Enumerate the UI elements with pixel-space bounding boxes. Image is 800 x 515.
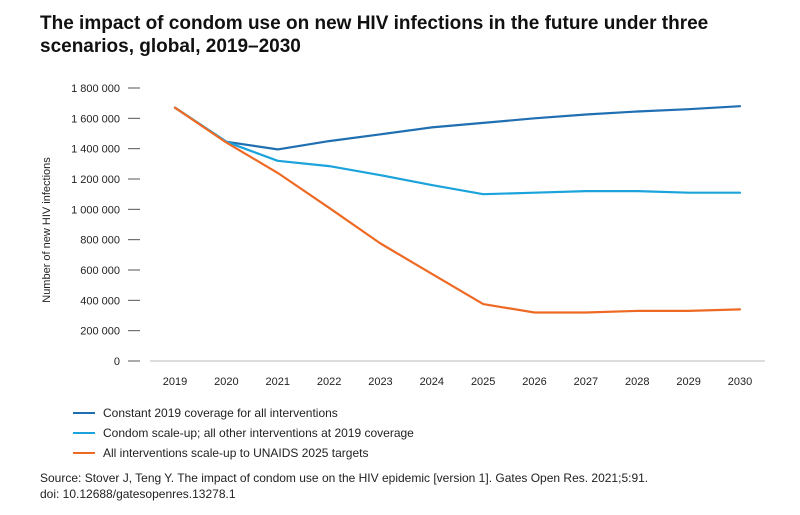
x-tick-label: 2019 bbox=[163, 376, 187, 388]
legend-label: All interventions scale-up to UNAIDS 202… bbox=[103, 446, 369, 460]
legend-swatch bbox=[73, 452, 95, 454]
x-tick-label: 2022 bbox=[317, 376, 341, 388]
y-axis: 0 200 000 400 000 600 000 800 000 1 000 000 1 … bbox=[71, 83, 140, 368]
y-tick-label: 200 000 bbox=[80, 326, 120, 338]
source-citation: Source: Stover J, Teng Y. The impact of … bbox=[40, 471, 649, 485]
y-tick-label: 1 800 000 bbox=[71, 83, 120, 95]
x-tick-label: 2027 bbox=[574, 376, 598, 388]
y-tick-label: 1 400 000 bbox=[71, 144, 120, 156]
legend-item: All interventions scale-up to UNAIDS 202… bbox=[73, 443, 414, 463]
y-axis-label: Number of new HIV infections bbox=[41, 157, 53, 303]
series-lines bbox=[173, 105, 742, 314]
y-tick-label: 1 200 000 bbox=[71, 174, 120, 186]
x-tick-label: 2028 bbox=[625, 376, 649, 388]
x-axis: 2019 2020 2021 2022 2023 2024 2025 2026 2027 2028… bbox=[150, 360, 765, 388]
y-tick-label: 1 000 000 bbox=[71, 204, 120, 216]
series-line bbox=[173, 106, 742, 314]
series-line bbox=[173, 105, 742, 151]
x-tick-label: 2023 bbox=[368, 376, 392, 388]
x-tick-label: 2020 bbox=[214, 376, 238, 388]
x-tick-label: 2026 bbox=[522, 376, 546, 388]
y-tick-label: 400 000 bbox=[80, 295, 120, 307]
x-tick-label: 2024 bbox=[420, 376, 444, 388]
y-tick-label: 800 000 bbox=[80, 235, 120, 247]
source-doi: doi: 10.12688/gatesopenres.13278.1 bbox=[40, 487, 236, 501]
legend-swatch bbox=[73, 432, 95, 434]
legend-item: Constant 2019 coverage for all intervent… bbox=[73, 403, 414, 423]
legend-label: Constant 2019 coverage for all intervent… bbox=[103, 406, 338, 420]
x-tick-label: 2030 bbox=[728, 376, 752, 388]
series-line bbox=[173, 106, 742, 196]
line-chart: 0 200 000 400 000 600 000 800 000 1 000 000 1 … bbox=[41, 83, 765, 388]
legend-item: Condom scale-up; all other interventions… bbox=[73, 423, 414, 443]
legend-label: Condom scale-up; all other interventions… bbox=[103, 426, 414, 440]
source-note: Source: Stover J, Teng Y. The impact of … bbox=[40, 470, 760, 502]
chart-title: The impact of condom use on new HIV infe… bbox=[40, 13, 709, 57]
legend-swatch bbox=[73, 412, 95, 414]
x-tick-label: 2029 bbox=[676, 376, 700, 388]
y-tick-label: 0 bbox=[114, 356, 120, 368]
legend: Constant 2019 coverage for all intervent… bbox=[73, 403, 414, 463]
y-tick-label: 600 000 bbox=[80, 265, 120, 277]
y-tick-label: 1 600 000 bbox=[71, 113, 120, 125]
x-tick-label: 2025 bbox=[471, 376, 495, 388]
x-tick-label: 2021 bbox=[265, 376, 289, 388]
